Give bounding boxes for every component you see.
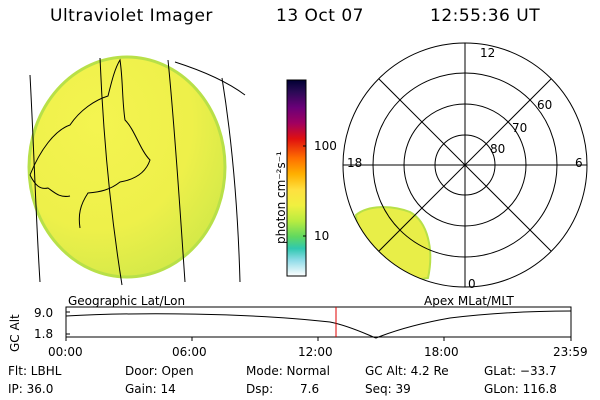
timeline-x-tick-24: 23:59 xyxy=(553,345,588,359)
mlt-label-12: 12 xyxy=(480,46,496,60)
info-gain: Gain: 14 xyxy=(125,382,176,396)
info-dsp-label: Dsp: xyxy=(246,382,274,396)
app-title: Ultraviolet Imager xyxy=(50,6,213,26)
timeline-x-tick-12: 12:00 xyxy=(298,345,333,359)
uv-disk xyxy=(29,57,225,277)
mlat-label-80: 80 xyxy=(490,142,506,156)
info-mode: Mode: Normal xyxy=(246,364,330,378)
info-seq: Seq: 39 xyxy=(365,382,411,396)
colorbar-tick-label-100: 100 xyxy=(314,139,337,153)
colorbar-tick-label-10: 10 xyxy=(314,229,330,243)
date-label: 13 Oct 07 xyxy=(276,6,364,26)
coastline xyxy=(29,58,151,229)
mlt-label-0: 0 xyxy=(468,277,476,291)
info-ip: IP: 36.0 xyxy=(8,382,54,396)
polar-panel-label: Apex MLat/MLT xyxy=(424,294,514,308)
altitude-curve xyxy=(65,310,572,339)
lon-line-1 xyxy=(99,57,123,286)
lon-line-3 xyxy=(221,77,241,283)
info-gc-alt: GC Alt: 4.2 Re xyxy=(365,364,449,378)
timeline-x-tick-18: 18:00 xyxy=(424,345,459,359)
mlat-label-60: 60 xyxy=(537,98,553,112)
timeline-axis-label: GC Alt xyxy=(8,314,22,352)
info-dsp-value: 7.6 xyxy=(300,382,320,396)
info-glat: GLat: −33.7 xyxy=(484,364,557,378)
uv-disk-rim xyxy=(27,55,227,279)
mlat-label-70: 70 xyxy=(512,121,528,135)
mlt-label-6: 6 xyxy=(575,156,583,170)
timeline-frame xyxy=(65,306,572,338)
info-filter: Flt: LBHL xyxy=(8,364,62,378)
geo-panel-label: Geographic Lat/Lon xyxy=(68,294,186,308)
polar-axis-diag2 xyxy=(378,78,552,252)
info-door: Door: Open xyxy=(125,364,194,378)
time-label: 12:55:36 UT xyxy=(430,6,541,26)
info-glon: GLon: 116.8 xyxy=(484,382,557,396)
lon-line-2 xyxy=(167,59,186,283)
timeline-y-tick-9: 9.0 xyxy=(34,306,54,320)
lon-line-4 xyxy=(29,74,41,283)
lat-line-1 xyxy=(174,61,246,96)
timeline-x-tick-0: 00:00 xyxy=(48,345,83,359)
timeline-y-tick-1-8: 1.8 xyxy=(34,327,54,341)
colorbar-scale xyxy=(286,79,307,277)
mlt-label-18: 18 xyxy=(347,156,363,170)
timeline-x-tick-6: 06:00 xyxy=(172,345,207,359)
coastline-south xyxy=(29,174,71,197)
